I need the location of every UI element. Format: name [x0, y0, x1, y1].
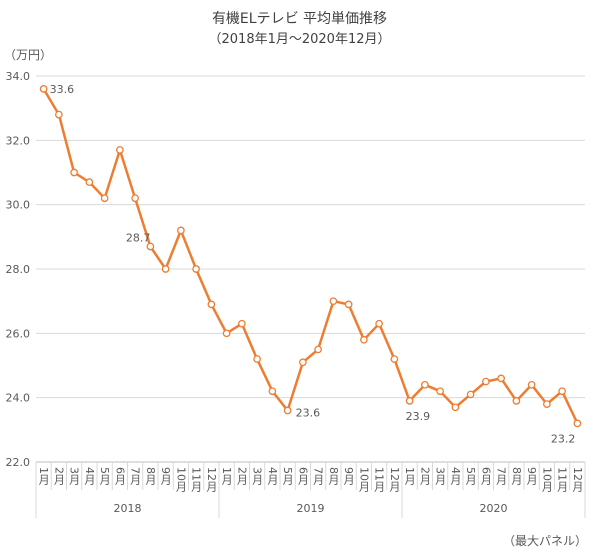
chart-title: 有機ELテレビ 平均単価推移 — [211, 11, 388, 27]
x-tick-label: 8月 — [144, 467, 157, 485]
year-label: 2018 — [114, 502, 142, 515]
data-point — [375, 319, 383, 328]
x-tick-label: 1月 — [220, 467, 233, 485]
x-tick-label: 4月 — [449, 467, 462, 485]
data-point — [405, 397, 414, 405]
x-tick-label: 1月 — [37, 467, 50, 485]
data-point — [299, 358, 307, 367]
x-tick-label: 10月 — [174, 467, 187, 492]
x-tick-label: 11月 — [190, 467, 203, 492]
data-point — [482, 377, 490, 386]
x-tick-label: 11月 — [556, 467, 569, 492]
x-tick-label: 12月 — [205, 467, 218, 492]
data-point — [466, 390, 475, 399]
chart-subtitle: （2018年1月～2020年12月） — [208, 32, 391, 47]
x-tick-label: 4月 — [266, 467, 279, 485]
data-point — [100, 194, 109, 203]
x-tick-label: 7月 — [312, 467, 325, 485]
data-point — [329, 297, 338, 306]
data-point — [161, 265, 170, 273]
data-point — [55, 110, 63, 119]
data-point — [238, 319, 246, 328]
x-tick-label: 5月 — [98, 467, 111, 485]
data-point — [573, 419, 582, 428]
data-point — [421, 380, 429, 389]
x-tick-label: 2月 — [52, 467, 65, 485]
x-tick-label: 11月 — [373, 467, 386, 492]
data-point — [268, 387, 277, 396]
x-tick-label: 5月 — [281, 467, 294, 485]
data-point — [390, 355, 399, 363]
y-tick-label: 28.0 — [6, 263, 31, 276]
data-point — [146, 242, 155, 251]
y-tick-label: 24.0 — [6, 392, 31, 405]
data-label: 23.9 — [406, 410, 431, 423]
x-tick-label: 6月 — [296, 467, 309, 485]
y-tick-label: 34.0 — [6, 70, 31, 83]
data-point — [451, 403, 460, 412]
x-tick-label: 6月 — [113, 467, 126, 485]
data-point — [177, 226, 185, 235]
data-point — [558, 387, 566, 396]
data-point — [512, 397, 521, 405]
data-point — [116, 146, 124, 154]
x-tick-label: 7月 — [495, 467, 508, 485]
x-tick-label: 8月 — [510, 467, 523, 485]
data-point — [527, 380, 536, 389]
x-tick-label: 3月 — [434, 467, 447, 485]
x-tick-label: 2月 — [418, 467, 431, 485]
data-point — [131, 194, 139, 203]
x-tick-label: 7月 — [129, 467, 142, 485]
data-point — [497, 374, 505, 383]
data-point — [85, 178, 94, 186]
x-tick-label: 12月 — [388, 467, 401, 492]
x-tick-label: 1月 — [403, 467, 416, 485]
x-tick-label: 9月 — [342, 467, 355, 485]
x-tick-label: 9月 — [525, 467, 538, 485]
data-point — [207, 300, 216, 309]
x-tick-label: 3月 — [251, 467, 264, 485]
data-point — [192, 265, 200, 273]
data-point — [360, 335, 368, 344]
x-tick-label: 4月 — [83, 467, 96, 485]
data-point — [222, 329, 231, 338]
y-axis-unit-label: （万円） — [4, 48, 53, 62]
data-point — [314, 345, 322, 354]
x-tick-label: 10月 — [357, 467, 370, 492]
y-tick-label: 32.0 — [6, 134, 31, 147]
series-line — [42, 88, 579, 424]
x-tick-label: 6月 — [479, 467, 492, 485]
data-point — [39, 85, 48, 93]
data-label: 23.6 — [296, 407, 321, 420]
y-tick-label: 22.0 — [6, 456, 31, 469]
data-label: 28.7 — [126, 231, 151, 244]
data-point — [283, 406, 292, 415]
x-tick-label: 12月 — [571, 467, 584, 492]
chart-footnote: （最大パネル） — [502, 534, 587, 548]
x-tick-label: 5月 — [464, 467, 477, 485]
data-label: 23.2 — [551, 432, 576, 445]
x-tick-label: 9月 — [159, 467, 172, 485]
data-point — [70, 168, 78, 177]
x-tick-label: 2月 — [235, 467, 248, 485]
y-tick-label: 26.0 — [6, 327, 31, 340]
y-tick-label: 30.0 — [6, 199, 31, 212]
data-point — [543, 400, 551, 408]
year-label: 2019 — [297, 502, 325, 515]
data-point — [436, 387, 444, 396]
data-point — [253, 355, 261, 363]
year-label: 2020 — [480, 502, 508, 515]
data-label: 33.6 — [50, 83, 75, 96]
data-point — [344, 300, 353, 309]
x-tick-label: 10月 — [540, 467, 553, 492]
x-tick-label: 3月 — [68, 467, 81, 485]
x-tick-label: 8月 — [327, 467, 340, 485]
